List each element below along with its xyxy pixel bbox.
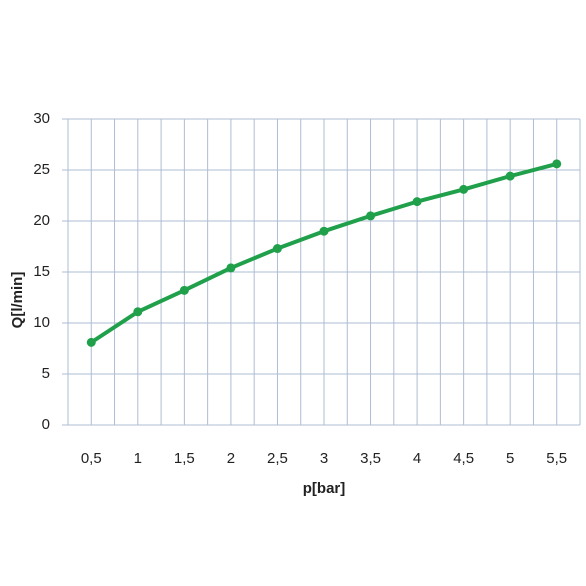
data-point [319, 226, 329, 236]
x-tick-label: 5,5 [546, 450, 567, 467]
data-point [459, 184, 469, 194]
data-point [133, 307, 143, 317]
x-tick-label: 1 [134, 450, 142, 467]
data-point [366, 211, 376, 221]
data-point [179, 285, 189, 295]
x-tick-label: 4,5 [453, 450, 474, 467]
y-tick-label: 20 [33, 212, 50, 229]
y-tick-label: 0 [42, 416, 50, 433]
y-tick-label: 15 [33, 263, 50, 280]
x-tick-label: 2,5 [267, 450, 288, 467]
x-tick-label: 2 [227, 450, 235, 467]
data-point [552, 159, 562, 169]
x-tick-label: 3 [320, 450, 328, 467]
y-tick-label: 30 [33, 110, 50, 127]
x-tick-label: 3,5 [360, 450, 381, 467]
y-axis-title: Q[l/min] [9, 272, 26, 329]
data-point [505, 171, 515, 181]
x-axis-title: p[bar] [303, 480, 346, 497]
data-point [412, 197, 422, 207]
x-tick-label: 1,5 [174, 450, 195, 467]
data-point [226, 263, 236, 273]
x-tick-label: 0,5 [81, 450, 102, 467]
y-tick-label: 5 [42, 365, 50, 382]
y-tick-label: 25 [33, 161, 50, 178]
x-tick-label: 4 [413, 450, 421, 467]
data-point [86, 337, 96, 347]
x-tick-label: 5 [506, 450, 514, 467]
y-tick-label: 10 [33, 314, 50, 331]
data-point [272, 244, 282, 254]
